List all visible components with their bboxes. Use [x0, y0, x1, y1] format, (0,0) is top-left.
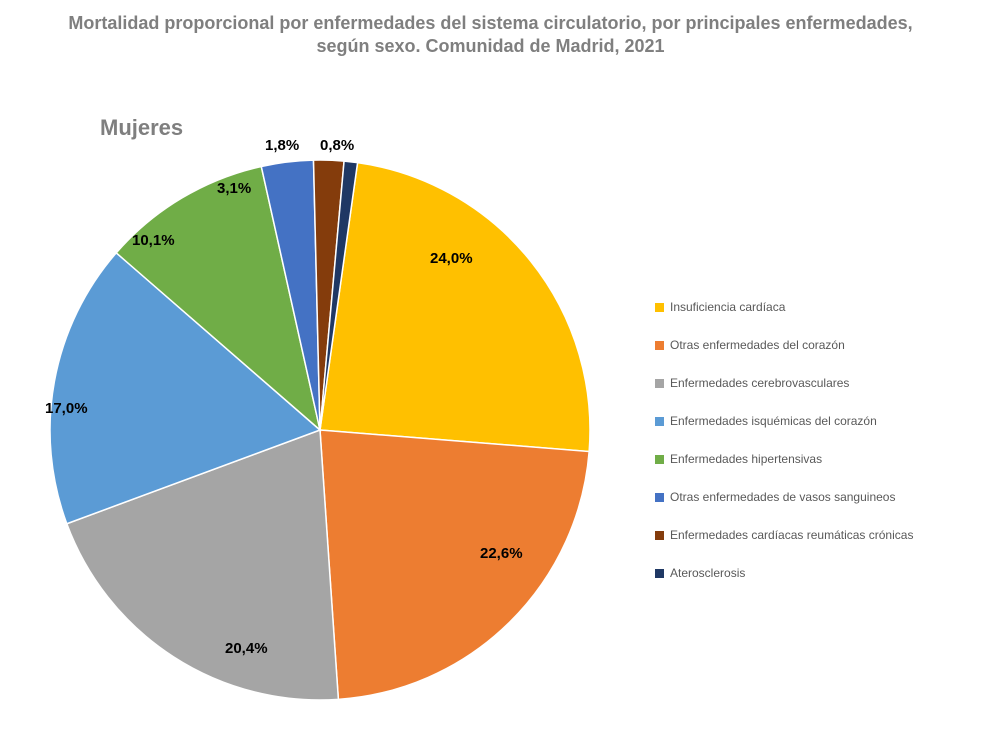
slice-label: 0,8%: [320, 137, 354, 154]
legend-label: Aterosclerosis: [670, 566, 745, 580]
legend-swatch: [655, 569, 664, 578]
legend-item: Aterosclerosis: [655, 566, 913, 580]
legend-item: Enfermedades isquémicas del corazón: [655, 414, 913, 428]
legend-swatch: [655, 493, 664, 502]
legend-label: Enfermedades cerebrovasculares: [670, 376, 849, 390]
legend-item: Otras enfermedades del corazón: [655, 338, 913, 352]
pie-slice: [320, 163, 590, 452]
pie-svg: [45, 155, 595, 705]
pie-chart: [45, 155, 595, 705]
legend-label: Enfermedades cardíacas reumáticas crónic…: [670, 528, 913, 542]
legend-swatch: [655, 455, 664, 464]
chart-title: Mortalidad proporcional por enfermedades…: [0, 0, 981, 57]
legend-swatch: [655, 417, 664, 426]
legend-label: Insuficiencia cardíaca: [670, 300, 785, 314]
legend: Insuficiencia cardíaca Otras enfermedades…: [655, 300, 913, 580]
legend-swatch: [655, 531, 664, 540]
legend-swatch: [655, 341, 664, 350]
legend-item: Otras enfermedades de vasos sanguineos: [655, 490, 913, 504]
slice-label: 1,8%: [265, 137, 299, 154]
slice-label: 24,0%: [430, 250, 473, 267]
legend-label: Otras enfermedades de vasos sanguineos: [670, 490, 895, 504]
legend-label: Otras enfermedades del corazón: [670, 338, 845, 352]
legend-item: Insuficiencia cardíaca: [655, 300, 913, 314]
legend-item: Enfermedades cardíacas reumáticas crónic…: [655, 528, 913, 542]
slice-label: 20,4%: [225, 640, 268, 657]
slice-label: 10,1%: [132, 232, 175, 249]
chart-subtitle: Mujeres: [100, 115, 183, 141]
slice-label: 3,1%: [217, 180, 251, 197]
legend-label: Enfermedades hipertensivas: [670, 452, 822, 466]
legend-swatch: [655, 379, 664, 388]
slice-label: 17,0%: [45, 400, 88, 417]
legend-label: Enfermedades isquémicas del corazón: [670, 414, 877, 428]
slice-label: 22,6%: [480, 545, 523, 562]
legend-item: Enfermedades cerebrovasculares: [655, 376, 913, 390]
legend-item: Enfermedades hipertensivas: [655, 452, 913, 466]
legend-swatch: [655, 303, 664, 312]
pie-slice: [320, 430, 589, 699]
